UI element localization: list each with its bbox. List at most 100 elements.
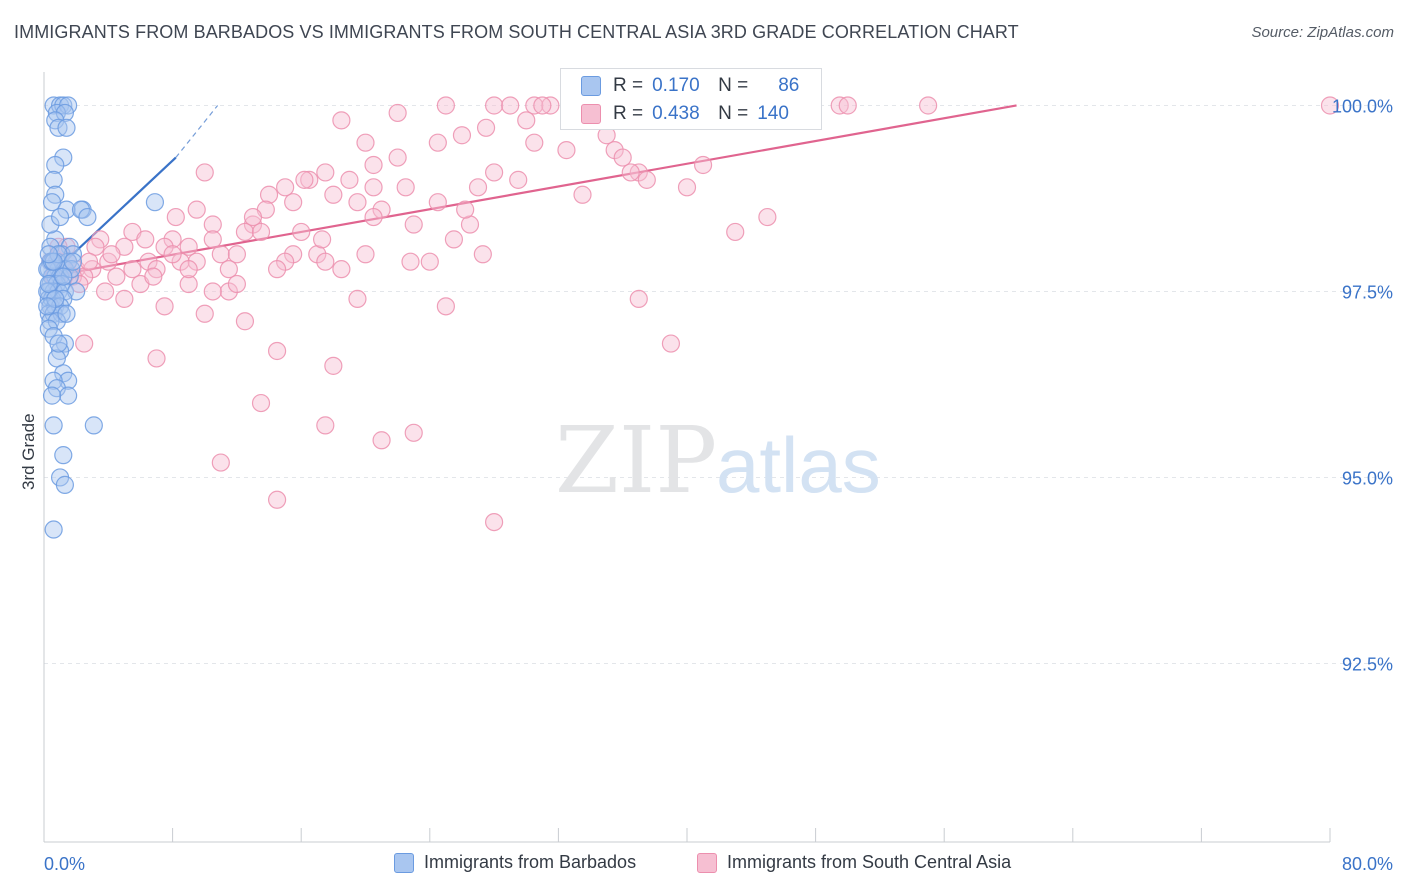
point-barbados-84 — [54, 267, 73, 286]
point-south-central-asia-111 — [693, 155, 713, 175]
point-south-central-asia-25 — [316, 163, 335, 182]
y-tick-label-0: 100.0% — [1332, 96, 1393, 116]
stat-r-label: R = — [613, 75, 644, 96]
point-south-central-asia-93 — [348, 289, 367, 309]
y-tick-label-2: 95.0% — [1342, 468, 1393, 488]
point-south-central-asia-121 — [79, 252, 99, 271]
point-south-central-asia-32 — [468, 178, 488, 197]
point-south-central-asia-24 — [195, 163, 214, 182]
point-south-central-asia-128 — [456, 200, 475, 219]
point-south-central-asia-49 — [251, 222, 271, 242]
point-south-central-asia-18 — [557, 141, 576, 160]
y-axis-label: 3rd Grade — [19, 413, 38, 490]
point-south-central-asia-53 — [203, 230, 222, 249]
point-south-central-asia-16 — [428, 133, 447, 152]
point-south-central-asia-114 — [243, 207, 263, 227]
data-points — [38, 96, 1340, 539]
legend-item-barbados[interactable]: Immigrants from Barbados — [394, 852, 636, 873]
point-south-central-asia-96 — [267, 341, 287, 361]
point-barbados-66 — [54, 446, 73, 465]
stat-swatch-barbados — [581, 76, 601, 96]
legend-label-barbados: Immigrants from Barbados — [424, 852, 637, 872]
y-tick-label-1: 97.5% — [1342, 282, 1393, 302]
stat-row-south-central-asia: R = 0.438 N = 140 — [581, 101, 789, 127]
point-south-central-asia-42 — [166, 207, 185, 227]
point-south-central-asia-118 — [102, 245, 121, 264]
point-south-central-asia-98 — [324, 356, 343, 375]
point-south-central-asia-123 — [332, 260, 351, 279]
point-barbados-68 — [55, 475, 74, 494]
legend-swatch-barbados — [394, 852, 414, 873]
point-south-central-asia-51 — [136, 230, 155, 249]
point-south-central-asia-14 — [476, 118, 496, 137]
point-south-central-asia-30 — [364, 178, 383, 197]
point-south-central-asia-126 — [295, 170, 314, 189]
point-south-central-asia-33 — [677, 178, 697, 197]
point-barbados-79 — [49, 334, 68, 353]
x-tick-label-max: 80.0% — [1342, 854, 1393, 874]
point-south-central-asia-74 — [219, 260, 238, 279]
point-south-central-asia-132 — [758, 207, 777, 227]
point-barbados-16 — [57, 200, 76, 219]
x-tick-label-min: 0.0% — [44, 854, 85, 874]
point-barbados-17 — [71, 200, 91, 219]
point-barbados-11 — [44, 170, 63, 189]
trend-extension-barbados — [175, 105, 219, 158]
point-barbados-81 — [41, 215, 60, 234]
point-barbados-2 — [54, 96, 73, 115]
point-barbados-10 — [46, 155, 65, 175]
point-south-central-asia-13 — [332, 111, 351, 130]
point-barbados-18 — [78, 207, 97, 227]
point-south-central-asia-134 — [509, 170, 528, 189]
point-south-central-asia-69 — [420, 252, 439, 271]
stat-n-value-south-central-asia: 140 — [757, 103, 789, 124]
point-south-central-asia-99 — [75, 334, 94, 353]
legend-item-south-central-asia[interactable]: Immigrants from South Central Asia — [697, 852, 1011, 873]
stat-n-value-barbados: 86 — [778, 75, 800, 96]
point-south-central-asia-68 — [316, 252, 335, 271]
point-south-central-asia-59 — [211, 245, 230, 264]
point-south-central-asia-105 — [267, 490, 287, 509]
point-south-central-asia-112 — [276, 178, 295, 197]
point-south-central-asia-26 — [485, 163, 504, 182]
point-south-central-asia-75 — [267, 260, 287, 279]
point-south-central-asia-58 — [179, 237, 198, 256]
point-south-central-asia-12 — [388, 103, 407, 123]
axes — [43, 72, 1331, 843]
point-south-central-asia-113 — [356, 245, 375, 264]
point-south-central-asia-0 — [436, 96, 455, 115]
stat-r-label: R = — [613, 103, 644, 124]
legend-swatch-south-central-asia — [697, 852, 717, 873]
point-south-central-asia-108 — [637, 170, 656, 189]
correlation-stats-box: R = 0.170 N = 86 R = 0.438 N = 140 — [560, 68, 822, 130]
stat-n-label: N = — [718, 75, 749, 96]
point-south-central-asia-110 — [726, 222, 745, 242]
stat-row-barbados: R = 0.170 N = 86 — [581, 73, 799, 99]
point-south-central-asia-34 — [259, 185, 279, 204]
point-south-central-asia-40 — [187, 200, 206, 219]
point-south-central-asia-31 — [396, 178, 415, 197]
point-south-central-asia-22 — [364, 155, 383, 175]
point-south-central-asia-103 — [404, 423, 423, 442]
point-south-central-asia-131 — [533, 96, 552, 115]
point-south-central-asia-79 — [179, 274, 198, 294]
stat-r-value-barbados: 0.170 — [652, 75, 700, 96]
point-south-central-asia-91 — [195, 304, 214, 323]
point-barbados-64 — [44, 416, 63, 435]
point-south-central-asia-62 — [227, 245, 246, 264]
grid-lines — [44, 104, 1390, 664]
tick-labels: 100.0% 97.5% 95.0% 92.5% 0.0% 80.0% — [44, 96, 1393, 874]
point-south-central-asia-48 — [235, 222, 255, 242]
point-south-central-asia-90 — [155, 297, 174, 316]
point-barbados-15 — [145, 193, 165, 212]
point-south-central-asia-117 — [163, 245, 182, 264]
point-south-central-asia-2 — [501, 96, 520, 115]
point-barbados-69 — [44, 520, 63, 539]
point-barbados-82 — [50, 207, 70, 227]
point-south-central-asia-101 — [316, 416, 335, 435]
point-south-central-asia-102 — [372, 431, 391, 450]
point-barbados-8 — [57, 118, 76, 137]
point-south-central-asia-37 — [284, 193, 303, 212]
legend-label-south-central-asia: Immigrants from South Central Asia — [727, 852, 1012, 872]
